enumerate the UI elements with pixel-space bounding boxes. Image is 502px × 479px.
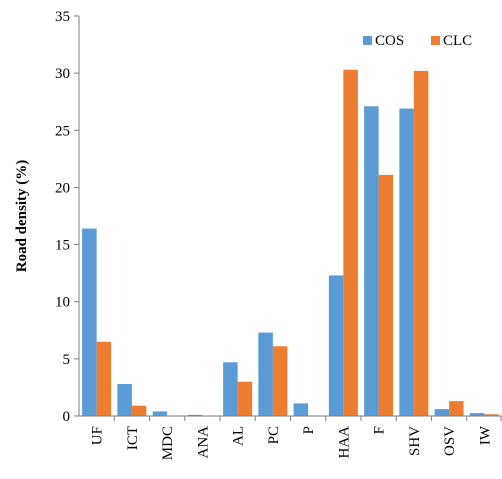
legend: COS CLC: [363, 33, 472, 49]
x-tick-label: MDC: [160, 426, 176, 460]
y-tick-label: 15: [55, 238, 70, 254]
x-tick-label: HAA: [336, 426, 352, 459]
x-tick-label: OSV: [442, 426, 458, 456]
bar-cos-ict: [117, 384, 132, 416]
bar-cos-mdc: [152, 411, 168, 416]
bar-clc-iw: [484, 414, 499, 416]
bar-clc-al: [237, 381, 253, 416]
y-tick-label: 20: [55, 180, 70, 196]
bar-clc-f: [378, 174, 394, 416]
y-tick-label: 35: [55, 9, 70, 25]
bar-clc-uf: [96, 341, 112, 416]
legend-label-cos: COS: [375, 33, 404, 49]
x-tick-label: ICT: [125, 426, 141, 450]
bar-cos-pc: [258, 332, 273, 416]
bar-cos-ana: [187, 414, 203, 416]
bar-clc-ict: [131, 405, 147, 416]
y-axis: 0 5 10 15 20 25 30 35: [55, 9, 80, 425]
x-tick-label: AL: [231, 426, 247, 446]
x-tick-label: UF: [90, 426, 106, 445]
bar-clc-osv: [449, 401, 464, 416]
bar-cos-f: [364, 106, 379, 417]
y-tick-label: 30: [55, 66, 70, 82]
bar-clc-shv: [413, 70, 429, 416]
y-tick-label: 5: [63, 352, 71, 368]
bar-clc-haa: [343, 69, 358, 416]
bars: [82, 69, 499, 417]
y-axis-label: Road density (%): [14, 160, 30, 273]
legend-swatch-cos: [363, 36, 372, 45]
y-tick-label: 10: [55, 295, 70, 311]
bar-clc-pc: [272, 346, 288, 416]
bar-cos-osv: [434, 409, 450, 416]
bar-cos-al: [223, 362, 238, 416]
x-tick-label: F: [372, 426, 388, 434]
y-tick-label: 0: [63, 409, 71, 425]
bar-cos-p: [293, 403, 309, 416]
legend-label-clc: CLC: [443, 33, 472, 49]
bar-cos-iw: [469, 413, 485, 416]
x-tick-label: P: [301, 426, 317, 434]
legend-swatch-clc: [431, 36, 440, 45]
bar-cos-uf: [82, 228, 97, 416]
x-tick-label: IW: [477, 425, 493, 445]
x-tick-label: SHV: [407, 426, 423, 456]
x-axis: UF ICT MDC ANA AL PC P HAA F SHV OSV IW: [79, 415, 502, 460]
x-tick-label: PC: [266, 426, 282, 444]
y-tick-label: 25: [55, 123, 70, 139]
bar-cos-shv: [399, 108, 414, 417]
x-tick-label: ANA: [195, 426, 211, 459]
bar-cos-haa: [328, 275, 344, 416]
